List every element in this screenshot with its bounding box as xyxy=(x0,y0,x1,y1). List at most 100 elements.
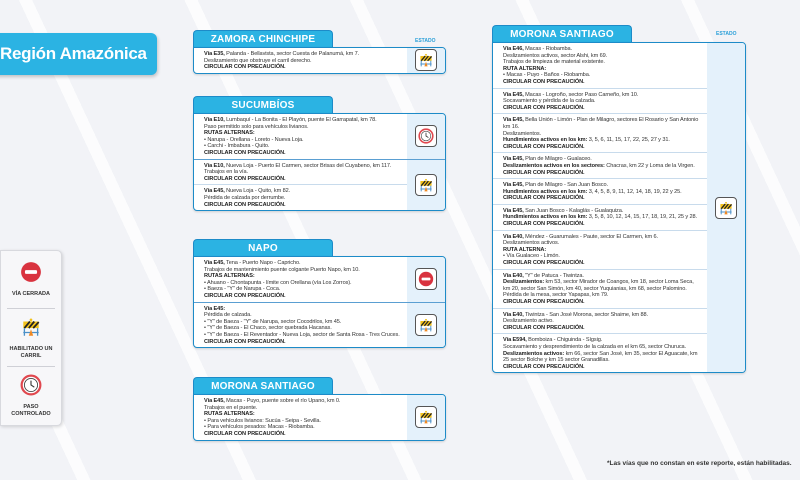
line-text: Méndez - Guarumales - Paute, sector El C… xyxy=(523,233,658,240)
road-report-row: Vía E45, Macas - Puyo, puente sobre el r… xyxy=(194,395,407,440)
bullet-text: Vía Gualaceo - Limón. xyxy=(506,253,560,260)
bullet-text: Para vehículos livianos: Sucúa - Seipa -… xyxy=(207,417,321,424)
bold-label: Vía E594, xyxy=(503,337,527,344)
road-report-row: Vía E45, Plan de Milagro - San Juan Bosc… xyxy=(493,179,707,205)
detail-text: Trabajos de limpieza de material existen… xyxy=(503,59,605,66)
detail-text: Socavamiento y desprendimiento de la cal… xyxy=(503,343,686,350)
bold-label: Hundimientos activos en los km: xyxy=(503,214,588,221)
detail-text: Trabajos en la vía. xyxy=(204,169,248,176)
status-group: Vía E10, Lumbaquí - La Bonita - El Playó… xyxy=(194,114,445,160)
road-report-row: Vía E46, Macas - Riobamba. Deslizamientos… xyxy=(493,43,707,89)
line-text: km 66, sector San José, km 35, sector El… xyxy=(503,350,698,364)
bold-label: Deslizamientos activos en los sectores: xyxy=(503,162,605,169)
road-segment: Vía E594, Bomboiza - Chiguinda - Sígsig. xyxy=(503,337,701,344)
bullet-text: Carchi - Imbabura - Quito. xyxy=(207,143,270,150)
bullet-text: "Y" de Baeza - El Chaco, sector quebrada… xyxy=(207,325,332,332)
road-segment: Vía E46, Macas - Riobamba. xyxy=(503,46,701,53)
detail-text: Deslizamiento que obstruye el carril der… xyxy=(204,57,312,64)
caution-text: RUTAS ALTERNAS: xyxy=(204,273,255,280)
status-cell xyxy=(407,302,445,348)
road-segment: Vía E40, "Y" de Patuca - Tiwintza. xyxy=(503,273,701,280)
card-title: NAPO xyxy=(193,239,333,256)
bold-label: Vía E10, xyxy=(204,117,225,123)
legend-label: VÍA CERRADA xyxy=(12,291,50,297)
status-cell xyxy=(407,114,445,159)
legend-paso-controlado: PASO CONTROLADO xyxy=(7,367,55,425)
detail-text: Paso permitido solo para vehículos livia… xyxy=(204,123,309,130)
road-report-row: Vía E10, Lumbaquí - La Bonita - El Playó… xyxy=(194,114,407,159)
detail-text: Deslizamiento activo. xyxy=(503,318,554,325)
card-sucumbios: SUCUMBÍOS Vía E10, Lumbaquí - La Bonita -… xyxy=(193,96,446,212)
detail-line: Hundimientos activos en los km: 3, 5, 8,… xyxy=(503,214,701,221)
clock-icon xyxy=(20,374,42,401)
bullet-text: Macas - Puyo - Baños - Riobamba. xyxy=(506,72,591,79)
caution-text: CIRCULAR CON PRECAUCIÓN. xyxy=(204,149,286,156)
legend-label: HABILITADO UN CARRIL xyxy=(9,345,53,359)
status-group: Vía E45, Tena - Puerto Napo - Capricho. T… xyxy=(194,257,445,303)
caution-text: CIRCULAR CON PRECAUCIÓN. xyxy=(204,175,286,182)
bullet-item: • "Y" de Baeza - El Chaco, sector quebra… xyxy=(204,325,332,332)
road-segment: Vía E45: xyxy=(204,306,401,313)
bullet-item: • Vía Gualaceo - Limón. xyxy=(503,253,560,260)
caution-text: CIRCULAR CON PRECAUCIÓN. xyxy=(204,201,286,208)
bold-label: Hundimientos activos en los km: xyxy=(503,188,588,195)
line-text: Tena - Puerto Napo - Capricho. xyxy=(224,260,301,266)
card-title: SUCUMBÍOS xyxy=(193,96,333,113)
road-report-row: Vía E594, Bomboiza - Chiguinda - Sígsig.… xyxy=(493,334,707,372)
road-report-row: Vía E45, Macas - Logroño, sector Paso Ca… xyxy=(493,89,707,115)
bold-label: Vía E45, xyxy=(503,156,524,163)
card-napo: NAPO Vía E45, Tena - Puerto Napo - Capric… xyxy=(193,239,446,349)
bold-label: Vía E45, xyxy=(204,398,225,404)
road-report-row: Vía E40, "Y" de Patuca - Tiwintza. Desliz… xyxy=(493,270,707,309)
road-segment: Vía E45, Plan de Milagro - San Juan Bosc… xyxy=(503,182,701,189)
caution-text: CIRCULAR CON PRECAUCIÓN. xyxy=(503,363,585,370)
line-text: Macas - Riobamba. xyxy=(523,46,572,52)
card-morona-santiago: MORONA SANTIAGO Vía E45, Macas - Puyo, pu… xyxy=(193,377,446,441)
barrier-icon xyxy=(20,316,42,343)
line-text: Macas - Puyo, puente sobre el río Upano,… xyxy=(224,398,341,404)
bullet-item: • "Y" de Baeza - "Y" de Narupa, sector C… xyxy=(204,318,342,325)
bold-label: Deslizamientos: xyxy=(503,279,545,286)
detail-text: Pérdida de la mesa, sector Yapapas, km 7… xyxy=(503,292,609,299)
road-report-row: Vía E40, Tiwintza - San José Morona, sec… xyxy=(493,309,707,335)
barrier-icon xyxy=(415,173,437,196)
line-text: Nueva Loja - Puerto El Carmen, sector Br… xyxy=(224,162,392,169)
status-cell xyxy=(407,48,445,73)
card-body: Vía E35, Palanda - Bellavista, sector Cu… xyxy=(193,47,446,74)
status-group: Vía E35, Palanda - Bellavista, sector Cu… xyxy=(194,48,445,73)
caution-text: CIRCULAR CON PRECAUCIÓN. xyxy=(204,292,286,299)
road-segment: Vía E45, Tena - Puerto Napo - Capricho. xyxy=(204,260,401,267)
bullet-text: Narupa - Orellana - Loreto - Nueva Loja. xyxy=(207,136,304,143)
line-text: 3, 4, 5, 8, 9, 11, 12, 14, 18, 19, 22 y … xyxy=(587,188,682,195)
status-group: Vía E45, Macas - Puyo, puente sobre el r… xyxy=(194,395,445,440)
road-report-row: Vía E45, San Juan Bosco - Kalaglás - Gua… xyxy=(493,205,707,231)
road-report-row: Vía E45, Plan de Milagro - Gualaceo. Desl… xyxy=(493,153,707,180)
road-report-row: Vía E45: Pérdida de calzada. • "Y" de Baez… xyxy=(194,303,407,348)
detail-text: Pérdida de calzada. xyxy=(204,312,252,319)
bold-label: Vía E40, xyxy=(503,311,524,318)
card-body: Vía E46, Macas - Riobamba. Deslizamientos… xyxy=(492,42,746,374)
estado-label: ESTADO xyxy=(716,31,737,37)
bold-label: Vía E46, xyxy=(503,46,524,52)
road-report-row: Vía E45, Nueva Loja - Quito, km 82. Pérdi… xyxy=(194,185,407,210)
line-text: Plan de Milagro - San Juan Bosco. xyxy=(523,182,608,189)
card-body: Vía E45, Macas - Puyo, puente sobre el r… xyxy=(193,394,446,441)
road-segment: Vía E45, San Juan Bosco - Kalaglás - Gua… xyxy=(503,208,701,215)
caution-text: CIRCULAR CON PRECAUCIÓN. xyxy=(503,169,585,176)
card-title: MORONA SANTIAGO xyxy=(193,377,333,394)
bullet-text: "Y" de Baeza - "Y" de Narupa, sector Coc… xyxy=(207,318,342,325)
road-segment: Vía E40, Méndez - Guarumales - Paute, se… xyxy=(503,234,701,241)
road-segment: Vía E45, Macas - Puyo, puente sobre el r… xyxy=(204,398,401,405)
road-segment: Vía E35, Palanda - Bellavista, sector Cu… xyxy=(204,51,401,58)
via-cerrada-icon xyxy=(415,268,437,291)
road-report-row: Vía E45, Bella Unión - Limón - Plan de M… xyxy=(493,114,707,154)
road-segment: Vía E40, Tiwintza - San José Morona, sec… xyxy=(503,312,701,319)
bold-label: Vía E40, xyxy=(503,272,524,279)
detail-text: Trabajos en el puente. xyxy=(204,404,258,411)
caution-text: CIRCULAR CON PRECAUCIÓN. xyxy=(503,260,585,267)
card-body: Vía E10, Lumbaquí - La Bonita - El Playó… xyxy=(193,113,446,212)
caution-text: CIRCULAR CON PRECAUCIÓN. xyxy=(204,430,286,437)
road-segment: Vía E10, Lumbaquí - La Bonita - El Playó… xyxy=(204,117,401,124)
line-text: "Y" de Patuca - Tiwintza. xyxy=(523,272,584,279)
road-segment: Vía E45, Nueva Loja - Quito, km 82. xyxy=(204,188,401,195)
